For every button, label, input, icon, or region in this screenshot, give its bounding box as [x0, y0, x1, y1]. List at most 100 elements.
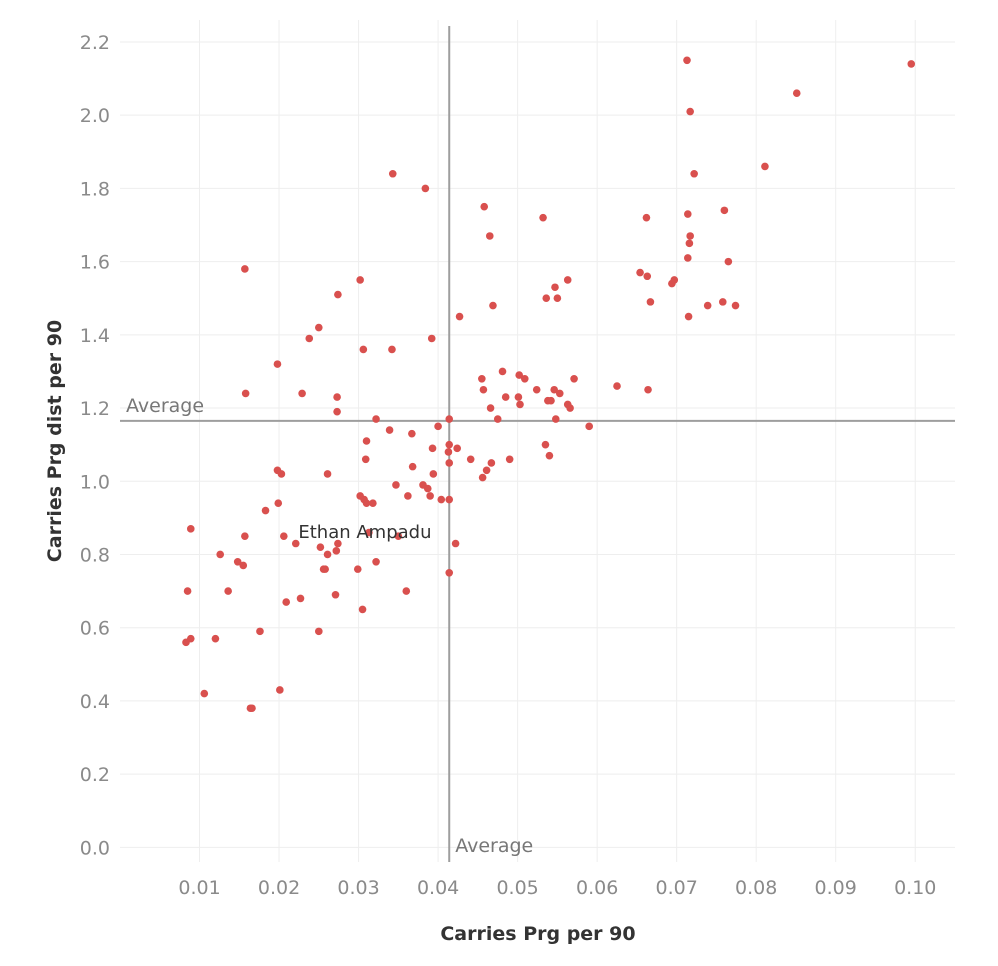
data-point[interactable] — [182, 638, 190, 647]
data-point[interactable] — [296, 594, 305, 603]
data-point[interactable] — [388, 345, 396, 354]
data-point[interactable] — [423, 484, 432, 493]
data-point[interactable] — [273, 360, 282, 368]
data-point[interactable] — [684, 254, 692, 262]
data-point[interactable] — [216, 550, 224, 559]
data-point[interactable] — [487, 459, 496, 467]
data-point[interactable] — [643, 272, 652, 281]
data-point[interactable] — [514, 393, 523, 401]
data-point[interactable] — [362, 437, 371, 445]
data-point[interactable] — [466, 455, 475, 464]
data-point[interactable] — [392, 481, 400, 489]
data-point[interactable] — [333, 393, 341, 401]
data-point[interactable] — [261, 506, 270, 515]
data-point[interactable] — [280, 532, 288, 540]
data-point[interactable] — [282, 598, 291, 606]
data-point[interactable] — [388, 169, 397, 178]
data-point[interactable] — [636, 268, 644, 277]
data-point[interactable] — [570, 374, 578, 383]
data-point[interactable] — [394, 532, 403, 540]
data-point[interactable] — [668, 279, 676, 288]
data-point[interactable] — [478, 473, 487, 482]
data-point[interactable] — [277, 470, 286, 478]
data-point[interactable] — [453, 444, 461, 453]
data-point[interactable] — [369, 499, 377, 508]
data-point[interactable] — [642, 213, 651, 222]
data-point[interactable] — [239, 561, 248, 570]
data-point[interactable] — [256, 627, 264, 636]
data-point[interactable] — [427, 334, 436, 343]
data-point[interactable] — [365, 528, 373, 537]
data-point[interactable] — [545, 451, 554, 460]
data-point[interactable] — [551, 415, 560, 423]
data-point[interactable] — [356, 276, 364, 284]
data-point[interactable] — [478, 374, 486, 383]
data-point[interactable] — [585, 422, 593, 431]
data-point[interactable] — [315, 323, 323, 332]
data-point[interactable] — [319, 565, 328, 573]
data-point[interactable] — [686, 107, 694, 116]
data-point[interactable] — [359, 345, 368, 354]
data-point[interactable] — [792, 89, 801, 98]
data-point[interactable] — [332, 547, 341, 555]
data-point[interactable] — [291, 539, 300, 548]
data-point[interactable] — [224, 587, 232, 595]
data-point[interactable] — [563, 276, 572, 284]
data-point[interactable] — [183, 587, 192, 595]
data-point[interactable] — [421, 184, 430, 193]
data-point[interactable] — [644, 385, 652, 394]
data-point[interactable] — [550, 385, 558, 394]
data-point[interactable] — [685, 239, 694, 248]
data-point[interactable] — [334, 539, 342, 548]
data-point[interactable] — [298, 389, 306, 398]
data-point[interactable] — [555, 389, 564, 398]
data-point[interactable] — [493, 415, 502, 423]
data-point[interactable] — [426, 492, 434, 500]
data-point[interactable] — [211, 634, 220, 643]
data-point[interactable] — [520, 374, 529, 383]
data-point[interactable] — [907, 60, 916, 68]
data-point[interactable] — [276, 686, 284, 694]
data-point[interactable] — [551, 283, 559, 292]
data-point[interactable] — [489, 301, 497, 310]
data-point[interactable] — [532, 385, 541, 394]
data-point[interactable] — [434, 422, 442, 431]
data-point[interactable] — [445, 440, 454, 449]
data-point[interactable] — [353, 565, 362, 573]
data-point[interactable] — [445, 568, 454, 577]
data-point[interactable] — [444, 448, 453, 456]
data-point[interactable] — [233, 558, 242, 566]
data-point[interactable] — [541, 440, 550, 449]
data-point[interactable] — [305, 334, 314, 343]
data-point[interactable] — [542, 294, 551, 303]
data-point[interactable] — [200, 689, 209, 698]
data-point[interactable] — [404, 492, 412, 500]
data-point[interactable] — [361, 455, 370, 464]
data-point[interactable] — [539, 213, 547, 222]
data-point[interactable] — [761, 162, 769, 171]
data-point[interactable] — [334, 290, 342, 299]
data-point[interactable] — [316, 543, 325, 551]
data-point[interactable] — [718, 298, 727, 306]
data-point[interactable] — [437, 495, 446, 504]
data-point[interactable] — [445, 415, 454, 423]
data-point[interactable] — [408, 429, 416, 438]
data-point[interactable] — [724, 257, 733, 266]
data-point[interactable] — [498, 367, 507, 376]
data-point[interactable] — [455, 312, 464, 321]
data-point[interactable] — [315, 627, 323, 636]
data-point[interactable] — [731, 301, 740, 310]
data-point[interactable] — [485, 232, 494, 240]
data-point[interactable] — [646, 298, 655, 306]
data-point[interactable] — [372, 415, 380, 423]
data-point[interactable] — [408, 462, 417, 471]
data-point[interactable] — [445, 459, 454, 467]
data-point[interactable] — [323, 470, 332, 478]
data-point[interactable] — [703, 301, 712, 310]
data-point[interactable] — [241, 265, 249, 273]
data-point[interactable] — [505, 455, 514, 464]
data-point[interactable] — [358, 605, 367, 614]
data-point[interactable] — [684, 210, 692, 218]
data-point[interactable] — [479, 385, 488, 394]
data-point[interactable] — [385, 426, 394, 434]
